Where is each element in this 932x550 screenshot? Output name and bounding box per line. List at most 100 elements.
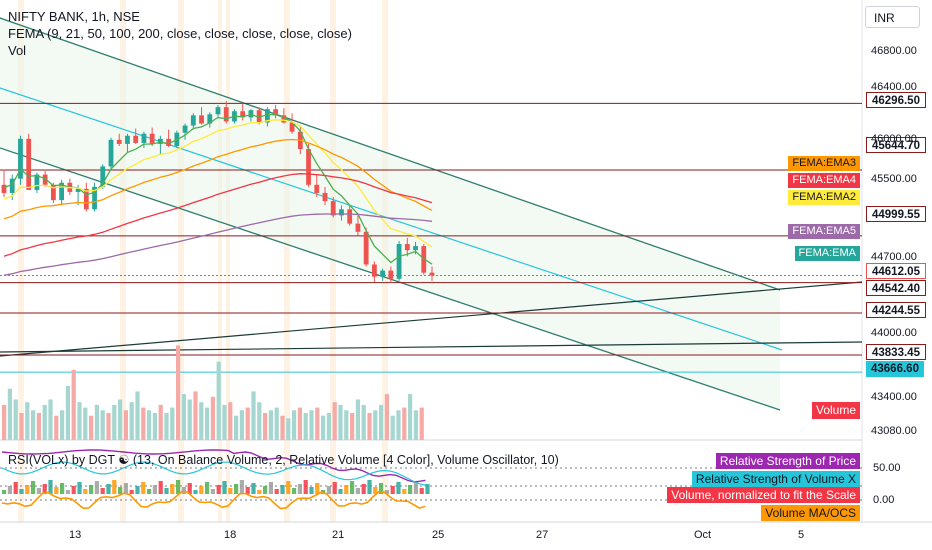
volume-bar <box>129 402 134 440</box>
volume-bar <box>373 410 378 440</box>
candle-body <box>273 109 279 116</box>
currency-selector[interactable]: INR <box>865 6 920 28</box>
price-level-tag[interactable]: 45644.70 <box>866 137 926 153</box>
candle-body <box>26 138 32 190</box>
time-axis-label: 21 <box>332 529 345 541</box>
rsi-axis-tick: 0.00 <box>873 494 895 506</box>
rsi-volume-bar <box>170 484 175 494</box>
rsi-volume-bar <box>65 490 70 494</box>
volume-bar <box>332 402 337 440</box>
candle-body <box>9 178 15 193</box>
volume-bar <box>42 404 47 440</box>
ema-50-line <box>3 138 433 220</box>
volume-bar <box>118 399 123 440</box>
volume-bar <box>384 394 389 440</box>
volume-bar <box>263 413 268 440</box>
rsi-volume-bar <box>54 487 59 494</box>
time-axis-label: 5 <box>798 529 805 541</box>
volume-bar <box>210 396 215 440</box>
rsi-volume-bar <box>350 481 355 494</box>
price-level-tag[interactable]: 44999.55 <box>866 206 926 222</box>
candle-body <box>306 149 311 185</box>
volume-bar <box>408 394 413 440</box>
candle-body <box>256 110 262 123</box>
candle-body <box>50 184 56 201</box>
rsi-volume-bar <box>245 487 250 494</box>
volume-bar <box>379 404 384 440</box>
rsi-volume-bar <box>36 488 41 494</box>
volume-bar <box>123 410 128 440</box>
candle-body <box>355 223 361 232</box>
candle-body <box>125 135 130 144</box>
candle-body <box>289 122 295 132</box>
rsi-volume-bar <box>257 490 262 494</box>
ema-21-line <box>3 119 433 248</box>
rsi-volume-bar <box>263 486 268 494</box>
volume-bar <box>321 415 326 440</box>
volume-bar <box>112 404 117 440</box>
volume-bar <box>251 391 256 440</box>
fema-indicator-title[interactable]: FEMA (9, 21, 50, 100, 200, close, close,… <box>8 26 352 41</box>
candle-body <box>314 184 320 193</box>
rsi-volume-bar <box>31 481 36 494</box>
rsi-volume-bar <box>83 489 88 494</box>
session-band <box>330 0 336 522</box>
rsi-volume-bar <box>77 482 82 494</box>
volume-indicator-title[interactable]: Vol <box>8 43 27 58</box>
candle-body <box>281 115 287 123</box>
volume-bar <box>326 413 331 440</box>
volume-bar <box>193 391 198 440</box>
rsi-volume-bar <box>332 482 337 494</box>
price-level-tag[interactable]: 44612.05 <box>866 263 926 279</box>
price-axis-tick: 46400.00 <box>871 81 917 93</box>
volume-bar <box>77 402 82 440</box>
price-level-tag[interactable]: 44244.55 <box>866 302 926 318</box>
rsi-legend-tag: Volume MA/OCS <box>761 505 860 521</box>
time-axis-label: 13 <box>69 529 82 541</box>
rsi-volume-bar <box>408 485 413 494</box>
volume-bar <box>205 407 210 440</box>
candle-body <box>34 174 40 190</box>
volume-bar <box>222 404 227 440</box>
volume-bar <box>286 418 291 440</box>
symbol-title[interactable]: NIFTY BANK, 1h, NSE <box>8 9 140 24</box>
volume-bar <box>402 407 407 440</box>
candle-body <box>322 192 328 202</box>
time-axis-label: 18 <box>224 529 237 541</box>
rsi-volume-bar <box>60 483 65 494</box>
volume-bar <box>141 407 146 440</box>
volume-bar <box>361 404 366 440</box>
candle-body <box>240 111 246 118</box>
rsi-volume-bar <box>373 487 378 494</box>
volume-bar <box>89 415 94 440</box>
volume-bar <box>187 399 192 440</box>
rsi-legend-tag: Relative Strength of Volume X <box>691 471 860 487</box>
volume-bar <box>228 402 233 440</box>
candle-body <box>264 109 270 123</box>
volume-bar <box>25 402 30 440</box>
rsi-axis-tick: 50.00 <box>873 462 901 474</box>
rsi-volume-bar <box>239 480 244 494</box>
rsi-volume-bar <box>158 481 163 494</box>
rsi-indicator-title[interactable]: RSI(VOLx) by DGT ☯ (13, On Balance Volum… <box>8 453 559 467</box>
price-level-tag[interactable]: 43833.45 <box>866 344 926 360</box>
price-level-tag[interactable]: 43666.60 <box>866 361 924 377</box>
rsi-volume-bar <box>147 489 152 494</box>
price-axis-tick: 44000.00 <box>871 327 917 339</box>
trend-line-flat <box>0 341 863 353</box>
volume-bar <box>83 407 88 440</box>
volume-bar <box>65 386 70 440</box>
price-level-tag[interactable]: 44542.40 <box>866 280 926 296</box>
rsi-volume-bar <box>164 488 169 494</box>
rsi-volume-bar <box>13 482 18 494</box>
rsi-volume-bar <box>234 484 239 494</box>
volume-bar <box>60 410 65 440</box>
volume-bar <box>71 369 76 440</box>
rsi-volume-bar <box>419 488 424 494</box>
price-level-tag[interactable]: 46296.50 <box>866 92 926 108</box>
rsi-volume-bar <box>42 484 47 494</box>
volume-bar <box>234 415 239 440</box>
ema-label-tag: FEMA:EMA <box>794 246 860 261</box>
channel-mid-line <box>0 87 783 351</box>
